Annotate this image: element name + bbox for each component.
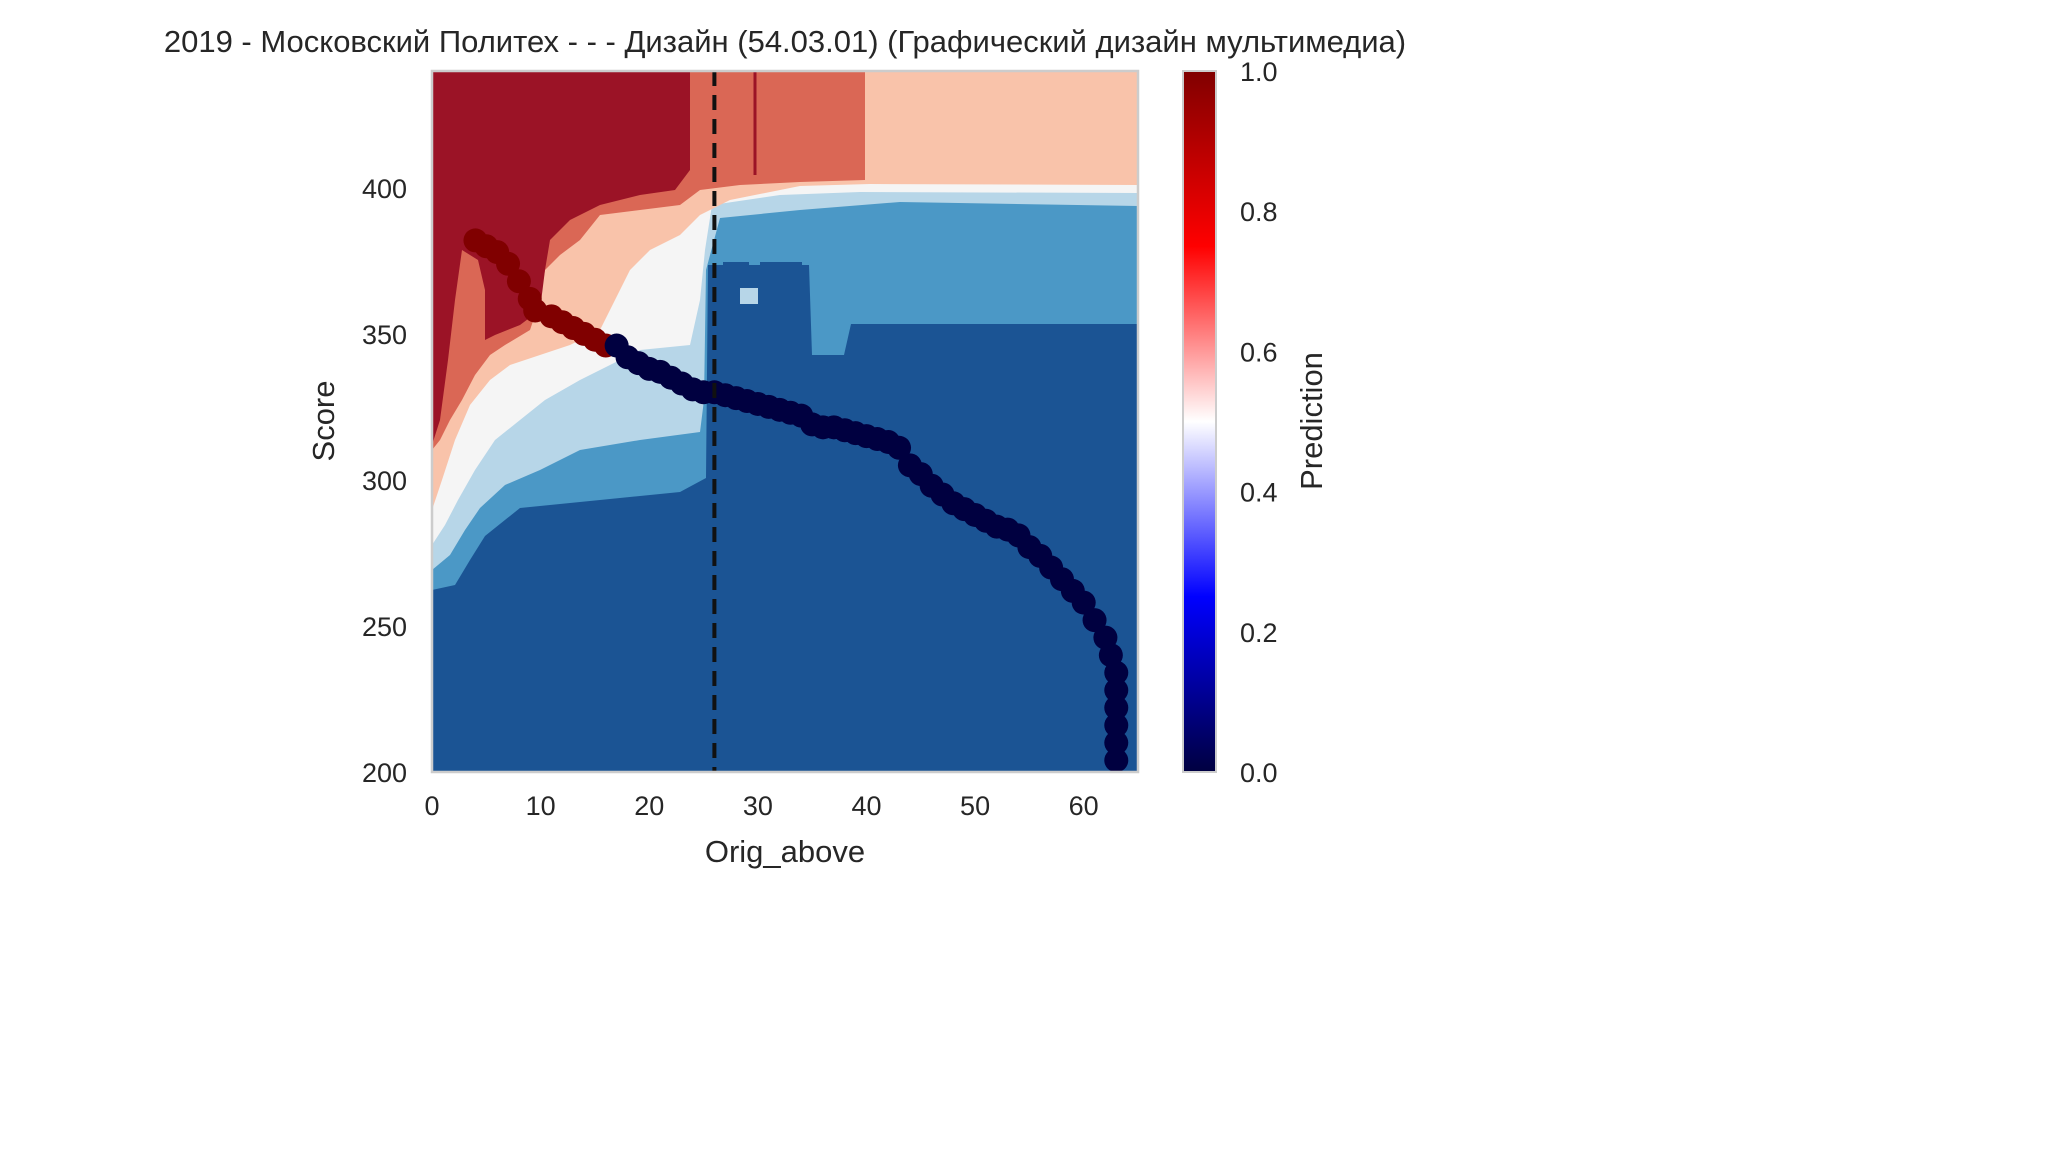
colorbar-tick-label-0.2: 0.2 bbox=[1240, 618, 1278, 648]
scatter-point-predicted-0-48 bbox=[1104, 678, 1129, 703]
x-axis-ticks: 0 10 20 30 40 50 60 bbox=[424, 791, 1098, 821]
scatter-point-predicted-1-3 bbox=[496, 251, 521, 276]
colorbar-tick-label-1.0: 1.0 bbox=[1240, 57, 1278, 87]
x-tick-label-30: 30 bbox=[743, 791, 773, 821]
contour-level-6 bbox=[432, 71, 690, 445]
scatter-point-predicted-1-4 bbox=[506, 269, 531, 294]
y-tick-label-300: 300 bbox=[362, 466, 407, 496]
scatter-point-predicted-0-49 bbox=[1104, 695, 1129, 720]
scatter-point-predicted-0-44 bbox=[1082, 608, 1107, 633]
contour-artifact-block bbox=[723, 262, 749, 282]
y-axis-label: Score bbox=[306, 381, 341, 462]
scatter-series bbox=[463, 228, 1129, 772]
x-tick-label-20: 20 bbox=[634, 791, 664, 821]
scatter-point-predicted-0-47 bbox=[1104, 660, 1129, 685]
y-tick-label-350: 350 bbox=[362, 320, 407, 350]
y-tick-label-200: 200 bbox=[362, 758, 407, 788]
plot-area bbox=[430, 69, 1140, 774]
scatter-point-predicted-0-51 bbox=[1104, 730, 1129, 755]
x-tick-label-10: 10 bbox=[526, 791, 556, 821]
colorbar: 0.0 0.2 0.4 0.6 0.8 1.0 Prediction bbox=[1182, 57, 1329, 788]
x-tick-label-40: 40 bbox=[851, 791, 881, 821]
scatter-point-predicted-0-52 bbox=[1104, 748, 1129, 772]
colorbar-tick-label-0.0: 0.0 bbox=[1240, 758, 1278, 788]
colorbar-tick-label-0.6: 0.6 bbox=[1240, 337, 1278, 367]
plot-frame bbox=[430, 69, 1140, 774]
y-axis-ticks: 200 250 300 350 400 bbox=[362, 174, 407, 788]
y-tick-label-250: 250 bbox=[362, 612, 407, 642]
colorbar-tick-label-0.8: 0.8 bbox=[1240, 197, 1278, 227]
scatter-point-predicted-0-43 bbox=[1071, 590, 1096, 615]
chart-title: 2019 - Московский Политех - - - Дизайн (… bbox=[164, 24, 1406, 59]
x-tick-label-60: 60 bbox=[1069, 791, 1099, 821]
colorbar-tick-label-0.4: 0.4 bbox=[1240, 478, 1278, 508]
scatter-point-predicted-0-50 bbox=[1104, 713, 1129, 738]
colorbar-label: Prediction bbox=[1294, 352, 1329, 490]
contour-fill bbox=[432, 71, 1138, 772]
contour-artifact-block bbox=[760, 262, 802, 282]
scatter-point-predicted-0-26 bbox=[887, 435, 912, 460]
x-axis-label: Orig_above bbox=[705, 834, 865, 869]
contour-artifact-block bbox=[740, 288, 758, 304]
x-tick-label-50: 50 bbox=[960, 791, 990, 821]
x-tick-label-0: 0 bbox=[424, 791, 439, 821]
colorbar-bar bbox=[1182, 70, 1217, 773]
y-tick-label-400: 400 bbox=[362, 174, 407, 204]
colorbar-ticks: 0.0 0.2 0.4 0.6 0.8 1.0 bbox=[1240, 57, 1278, 788]
